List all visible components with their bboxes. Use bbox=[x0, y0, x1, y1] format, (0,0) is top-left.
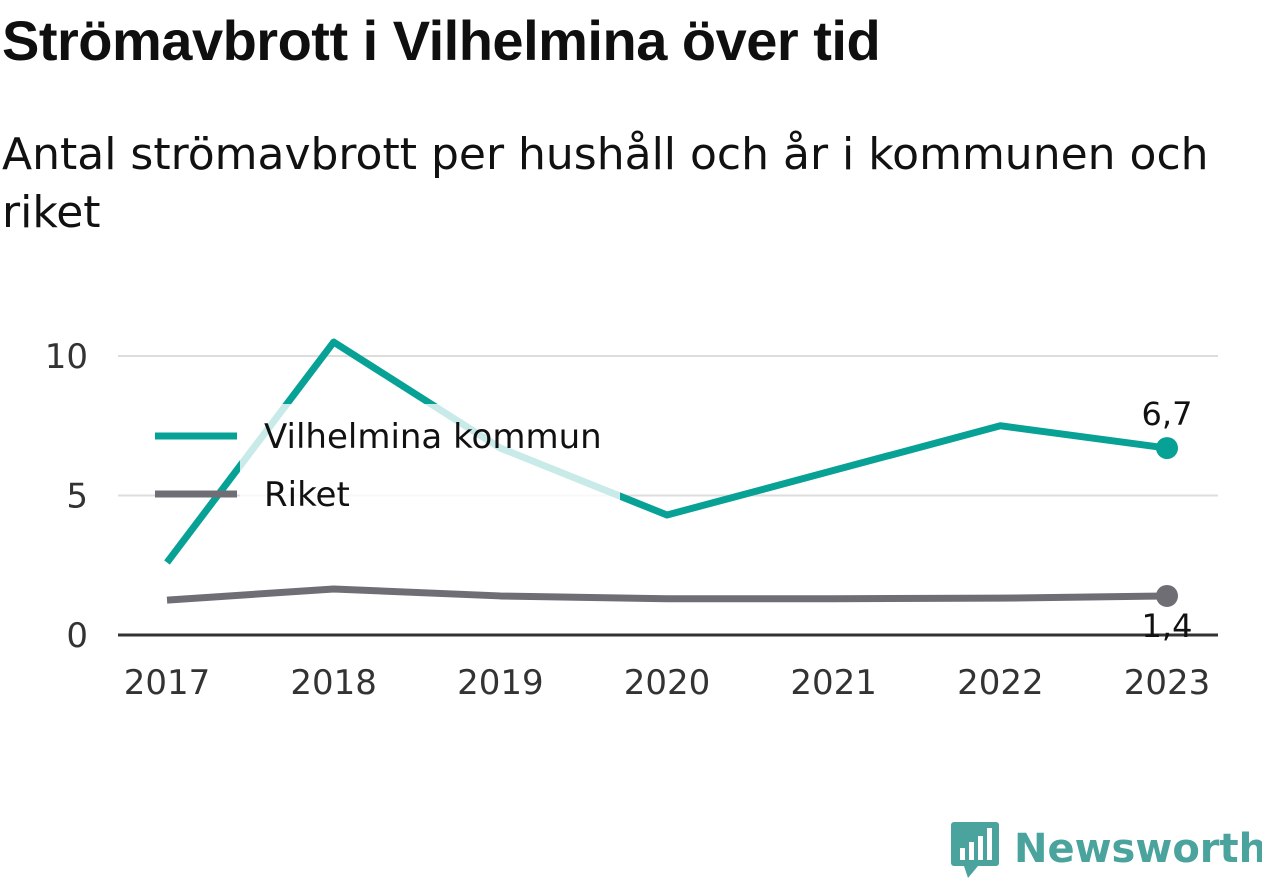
series-line-1 bbox=[166, 585, 1168, 604]
x-tick-label: 2017 bbox=[124, 663, 211, 703]
data-label: 1,4 bbox=[1142, 607, 1193, 645]
newsworthy-logo-icon bbox=[951, 822, 999, 878]
chart-title: Strömavbrott i Vilhelmina över tid bbox=[2, 9, 881, 72]
brand-logo: Newsworthy bbox=[950, 818, 1262, 880]
x-tick-label: 2020 bbox=[624, 663, 711, 703]
legend-label: Riket bbox=[264, 475, 350, 515]
series-end-point bbox=[1156, 584, 1178, 607]
brand-name: Newsworthy bbox=[1014, 826, 1262, 872]
x-tick-label: 2018 bbox=[290, 663, 377, 703]
y-tick-label: 10 bbox=[45, 337, 88, 377]
legend-label: Vilhelmina kommun bbox=[264, 417, 602, 457]
x-tick-label: 2019 bbox=[457, 663, 544, 703]
legend-background bbox=[240, 404, 620, 520]
x-tick-label: 2022 bbox=[957, 663, 1044, 703]
data-label: 6,7 bbox=[1142, 395, 1193, 433]
x-tick-label: 2021 bbox=[790, 663, 877, 703]
y-tick-label: 0 bbox=[66, 616, 88, 656]
y-tick-label: 5 bbox=[66, 477, 88, 517]
series-end-point bbox=[1156, 437, 1178, 460]
series-line-0 bbox=[164, 338, 1168, 565]
chart-subtitle: Antal strömavbrott per hushåll och år i … bbox=[2, 129, 1209, 238]
x-tick-label: 2023 bbox=[1124, 663, 1211, 703]
